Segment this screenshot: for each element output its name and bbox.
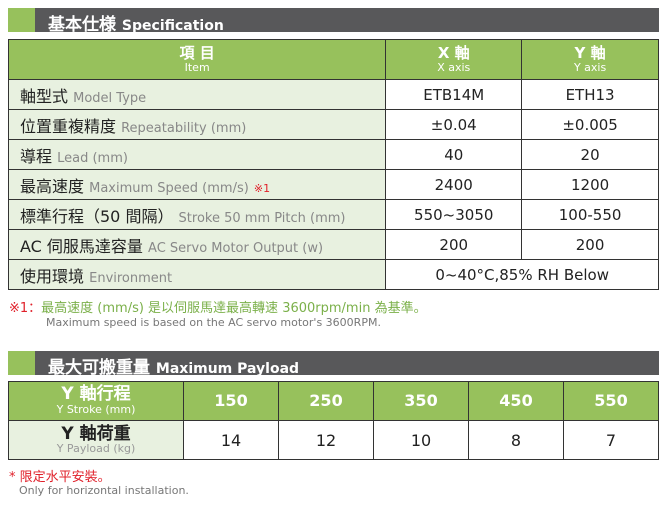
item-header: 項 目 Item xyxy=(7,39,387,80)
spec-row: AC 伺服馬達容量 AC Servo Motor Output (w) 200 2… xyxy=(7,229,659,260)
load-value: 14 xyxy=(183,420,279,460)
payload-note: * 限定水平安裝。 xyxy=(9,470,111,485)
section-title-en: Specification xyxy=(121,18,224,34)
section-title: 基本仕様 xyxy=(48,15,116,35)
x-value: ETB14M xyxy=(385,79,523,110)
y-value: ±0.005 xyxy=(521,109,659,140)
load-value: 7 xyxy=(563,420,659,460)
spec-row: 導程 Lead (mm) 40 20 xyxy=(7,139,659,170)
row-label: 位置重複精度 Repeatability (mm) xyxy=(7,109,387,140)
load-value: 12 xyxy=(278,420,374,460)
stroke-value: 450 xyxy=(468,381,564,421)
payload-note-en: Only for horizontal installation. xyxy=(19,484,189,497)
footnote-1: ※1：最高速度 (mm/s) 是以伺服馬達最高轉速 3600rpm/min 為基… xyxy=(9,301,427,316)
spec-row: 最高速度 Maximum Speed (mm/s) ※1 2400 1200 xyxy=(7,169,659,200)
footnote-1-en: Maximum speed is based on the AC servo m… xyxy=(46,316,381,329)
row-label: 標準行程（50 間隔） Stroke 50 mm Pitch (mm) xyxy=(7,199,387,230)
row-label: 軸型式 Model Type xyxy=(7,79,387,110)
payload-section-header: 最大可搬重量 Maximum Payload xyxy=(8,351,659,378)
stroke-value: 550 xyxy=(563,381,659,421)
stroke-value: 350 xyxy=(373,381,469,421)
stroke-value: 150 xyxy=(183,381,279,421)
spec-row: 位置重複精度 Repeatability (mm) ±0.04 ±0.005 xyxy=(7,109,659,140)
stroke-header: Y 軸行程 Y Stroke (mm) xyxy=(8,381,184,421)
spec-row: 標準行程（50 間隔） Stroke 50 mm Pitch (mm) 550~… xyxy=(7,199,659,230)
y-value: 1200 xyxy=(521,169,659,200)
x-value: 40 xyxy=(385,139,523,170)
y-value: 100-550 xyxy=(521,199,659,230)
row-label: 最高速度 Maximum Speed (mm/s) ※1 xyxy=(7,169,387,200)
y-value: 20 xyxy=(521,139,659,170)
x-value: ±0.04 xyxy=(385,109,523,140)
spec-row: 軸型式 Model Type ETB14M ETH13 xyxy=(7,79,659,110)
env-value: 0~40°C,85% RH Below xyxy=(385,259,659,290)
y-value: ETH13 xyxy=(521,79,659,110)
x-value: 2400 xyxy=(385,169,523,200)
stroke-value: 250 xyxy=(278,381,374,421)
spec-section-header: 基本仕様 Specification xyxy=(8,8,659,35)
load-value: 10 xyxy=(373,420,469,460)
env-label: 使用環境 Environment xyxy=(7,259,387,290)
row-label: AC 伺服馬達容量 AC Servo Motor Output (w) xyxy=(7,229,387,260)
x-value: 200 xyxy=(385,229,523,260)
y-value: 200 xyxy=(521,229,659,260)
load-header: Y 軸荷重 Y Payload (kg) xyxy=(8,420,184,460)
x-value: 550~3050 xyxy=(385,199,523,230)
row-label: 導程 Lead (mm) xyxy=(7,139,387,170)
load-value: 8 xyxy=(468,420,564,460)
payload-table: Y 軸行程 Y Stroke (mm) 150 250 350 450 550 Y 軸荷重 Y… xyxy=(8,381,659,460)
